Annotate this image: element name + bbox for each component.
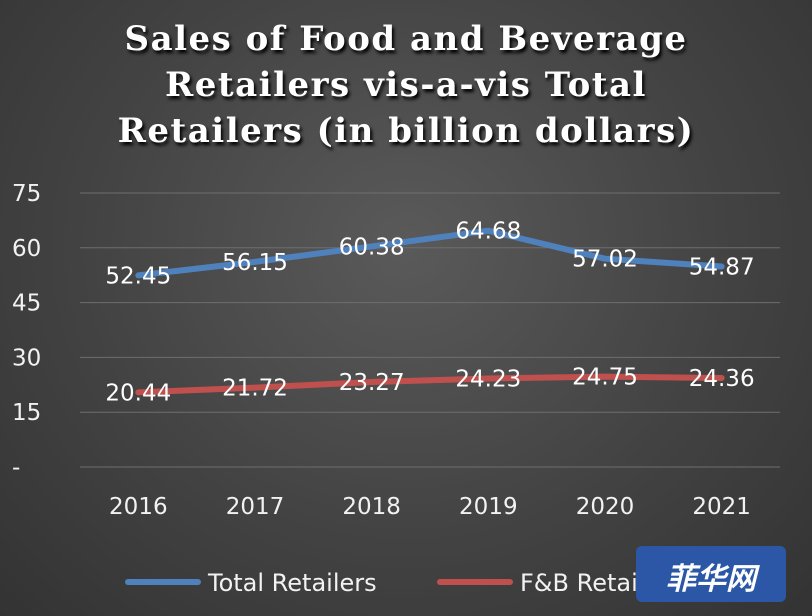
chart-title-line-3: Retailers (in billion dollars) [117,111,695,151]
x-tick-label: 2020 [576,494,635,520]
watermark-logo: 菲华网 [636,546,786,602]
data-label: 20.44 [105,380,171,406]
chart-title-line-1: Sales of Food and Beverage [124,19,688,59]
x-tick-label: 2021 [692,494,751,520]
data-label: 60.38 [339,234,405,260]
y-tick-label: 15 [12,400,41,426]
y-tick-label: 45 [12,291,41,317]
data-label: 54.87 [689,255,755,281]
data-label: 24.75 [572,365,638,391]
chart-title-line-2: Retailers vis-a-vis Total [165,65,647,105]
watermark-text: 菲华网 [666,562,756,597]
y-tick-label: 30 [12,345,41,371]
data-label: 64.68 [455,219,521,245]
data-label: 52.45 [105,263,171,289]
x-tick-label: 2018 [342,494,401,520]
data-label: 23.27 [339,370,405,396]
data-label: 24.36 [689,366,755,392]
y-tick-label: 75 [12,181,41,207]
data-label: 21.72 [222,376,288,402]
legend-label: Total Retailers [207,569,377,597]
data-label: 57.02 [572,247,638,273]
y-tick-label: 60 [12,236,41,262]
chart-title: Sales of Food and Beverage Retailers vis… [0,16,812,154]
series-line-1 [135,227,725,279]
data-label: 56.15 [222,250,288,276]
x-tick-label: 2019 [459,494,518,520]
data-label: 24.23 [455,366,521,392]
series-line-2 [135,373,725,396]
y-tick-label: - [12,455,20,481]
x-tick-label: 2017 [226,494,285,520]
x-tick-label: 2016 [109,494,168,520]
